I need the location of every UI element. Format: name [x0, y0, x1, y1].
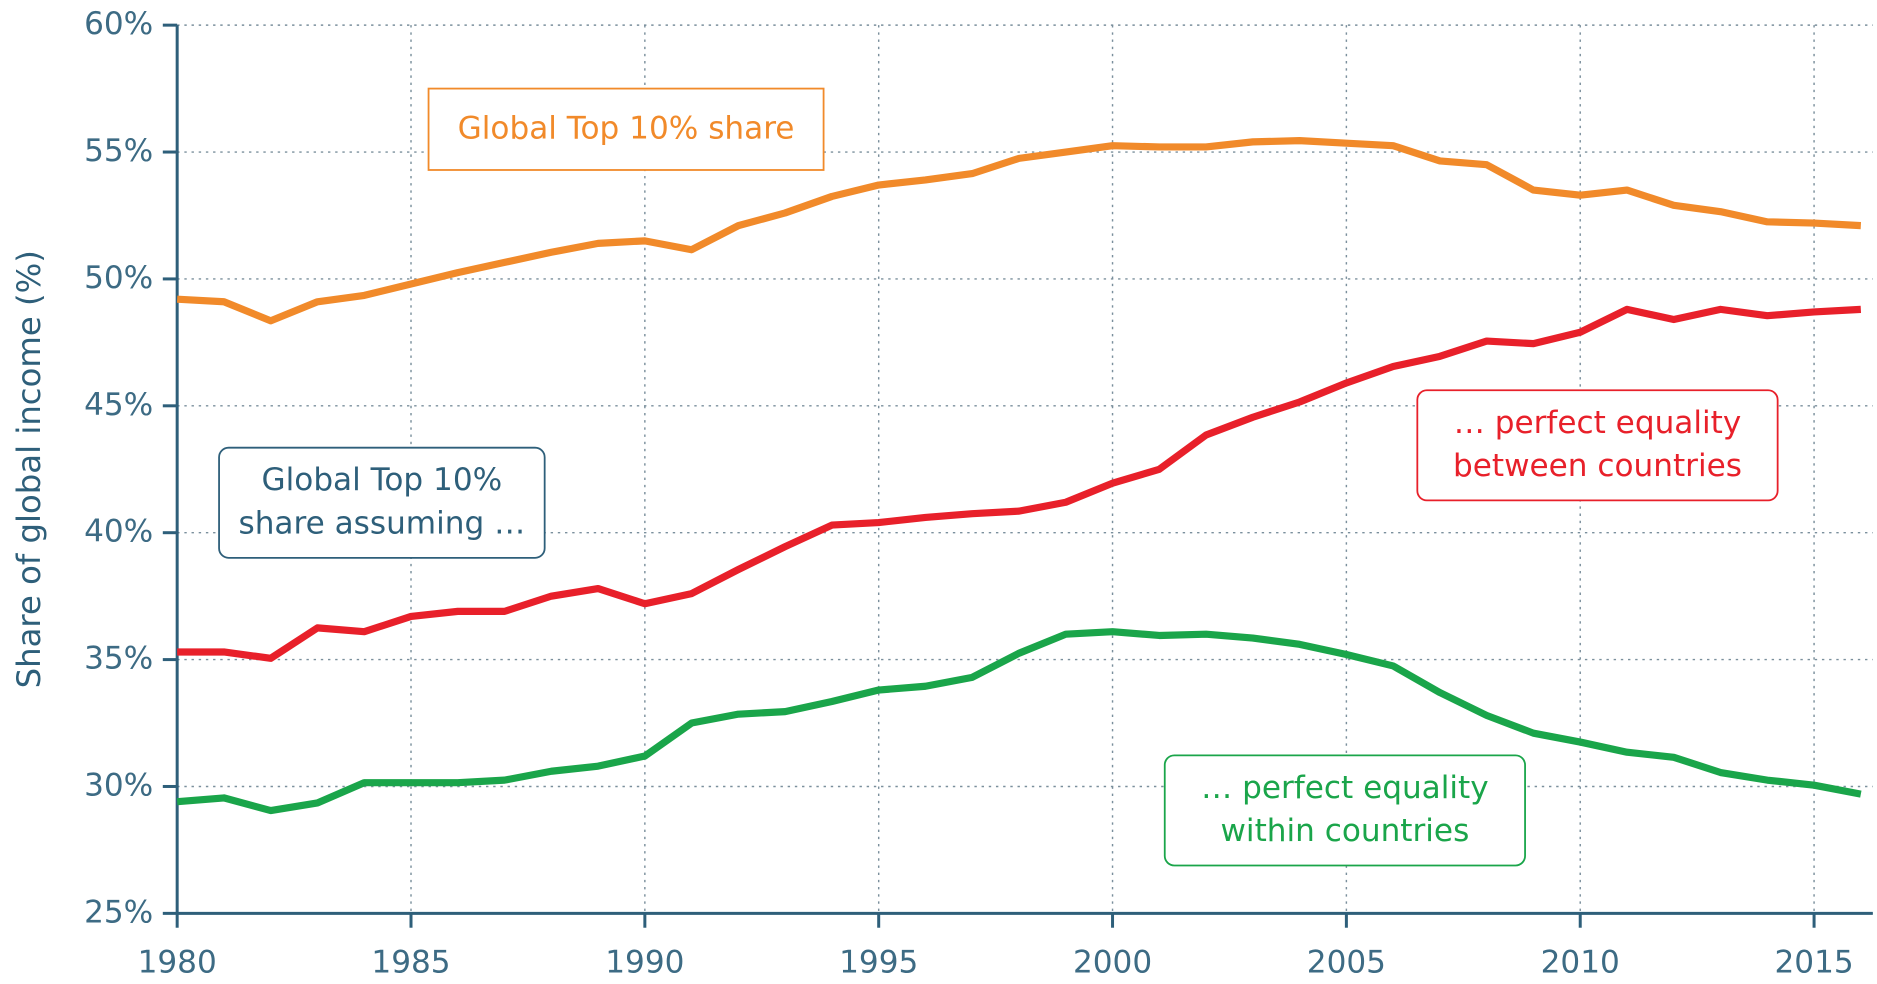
annotation-text: Global Top 10% share	[458, 110, 795, 146]
annotation-box	[427, 87, 825, 171]
y-tick-label: 40%	[84, 514, 153, 550]
annotation-text: Global Top 10%	[262, 462, 503, 498]
x-tick-label: 1995	[839, 945, 918, 981]
y-tick-label: 50%	[84, 260, 153, 296]
x-tick-label: 1990	[605, 945, 684, 981]
x-tick-label: 1985	[371, 945, 450, 981]
series-line	[177, 305, 1862, 662]
series-line	[176, 137, 1862, 325]
annotation-text: between countries	[1453, 448, 1742, 484]
x-tick-label: 2005	[1307, 945, 1386, 981]
annotation-text: … perfect equality	[1454, 405, 1742, 441]
x-tick-label: 1980	[138, 945, 217, 981]
annotation-text: share assuming …	[238, 505, 525, 541]
y-tick-label: 60%	[84, 6, 153, 42]
annotation-box	[218, 446, 546, 559]
annotation-text: within countries	[1220, 813, 1469, 849]
series-line	[176, 628, 1862, 815]
annotation-text: … perfect equality	[1201, 770, 1489, 806]
x-tick-label: 2010	[1541, 945, 1620, 981]
x-tick-label: 2015	[1774, 945, 1853, 981]
x-tick-label: 2000	[1073, 945, 1152, 981]
y-tick-label: 35%	[84, 641, 153, 677]
y-tick-label: 45%	[84, 387, 153, 423]
y-axis-label: Share of global income (%)	[10, 250, 48, 688]
annotation-box	[1163, 754, 1526, 867]
y-tick-label: 25%	[84, 894, 153, 930]
y-tick-label: 30%	[84, 767, 153, 803]
annotation-box	[1416, 389, 1779, 502]
y-tick-label: 55%	[84, 133, 153, 169]
